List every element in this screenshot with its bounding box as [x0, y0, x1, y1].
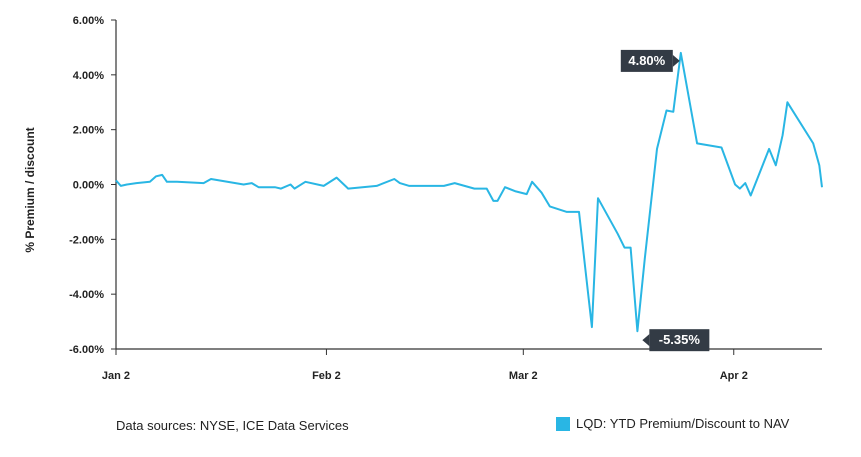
- y-tick-label: 4.00%: [73, 70, 104, 82]
- y-axis: 6.00% 4.00% 2.00% 0.00% -2.00% -4.00% -6.00%: [69, 15, 116, 356]
- annotation-callout: -5.35%: [642, 329, 710, 352]
- x-tick-label: Mar 2: [509, 370, 538, 382]
- y-axis-label: % Premium / discount: [23, 127, 37, 252]
- legend-swatch: [556, 416, 570, 431]
- callout-label: 4.80%: [628, 53, 665, 68]
- callout-pointer: [672, 54, 680, 67]
- data-source-note: Data sources: NYSE, ICE Data Services: [116, 418, 349, 433]
- series-group: [115, 51, 823, 333]
- x-tick-label: Apr 2: [720, 370, 748, 382]
- y-tick-label: -2.00%: [69, 234, 104, 246]
- y-tick-label: 2.00%: [73, 125, 104, 137]
- y-tick-label: 6.00%: [73, 15, 104, 27]
- y-tick-label: -6.00%: [69, 344, 104, 356]
- callout-box: [649, 329, 710, 352]
- chart: % Premium / discount 6.00% 4.00% 2.00% 0.00…: [23, 15, 823, 382]
- x-axis: Jan 2 Feb 2 Mar 2 Apr 2: [102, 349, 748, 382]
- x-tick-label: Jan 2: [102, 370, 130, 382]
- x-tick-label: Feb 2: [312, 370, 341, 382]
- callout-pointer: [642, 334, 650, 347]
- y-tick-label: -4.00%: [69, 289, 104, 301]
- annotation-callout: 4.80%: [620, 49, 680, 72]
- legend: LQD: YTD Premium/Discount to NAV: [556, 416, 789, 431]
- callout-label: -5.35%: [659, 332, 701, 347]
- annotations: 4.80% -5.35%: [620, 49, 710, 352]
- callout-box: [620, 49, 673, 72]
- legend-label: LQD: YTD Premium/Discount to NAV: [576, 416, 790, 431]
- y-tick-label: 0.00%: [73, 180, 104, 192]
- series-line: [115, 51, 823, 333]
